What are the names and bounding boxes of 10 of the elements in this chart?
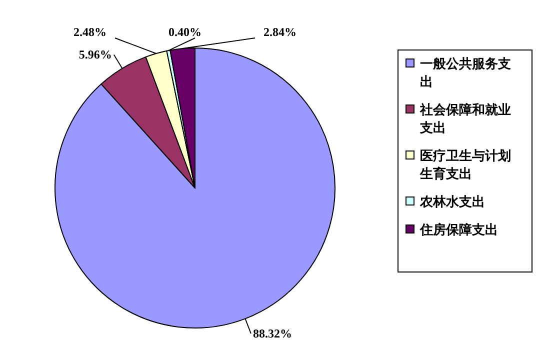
data-label: 2.84%	[264, 25, 296, 39]
data-label: 88.32%	[252, 326, 292, 341]
legend-label: 社会保障和就业支出	[419, 102, 511, 135]
data-label: 2.48%	[74, 25, 106, 39]
legend-label: 一般公共服务支出	[420, 56, 511, 89]
data-label: 0.40%	[168, 25, 202, 39]
legend-label: 农林水支出	[419, 194, 485, 209]
legend-label: 住房保障支出	[419, 222, 498, 237]
legend-label: 医疗卫生与计划生育支出	[419, 148, 511, 181]
data-label: 5.96%	[78, 48, 112, 62]
